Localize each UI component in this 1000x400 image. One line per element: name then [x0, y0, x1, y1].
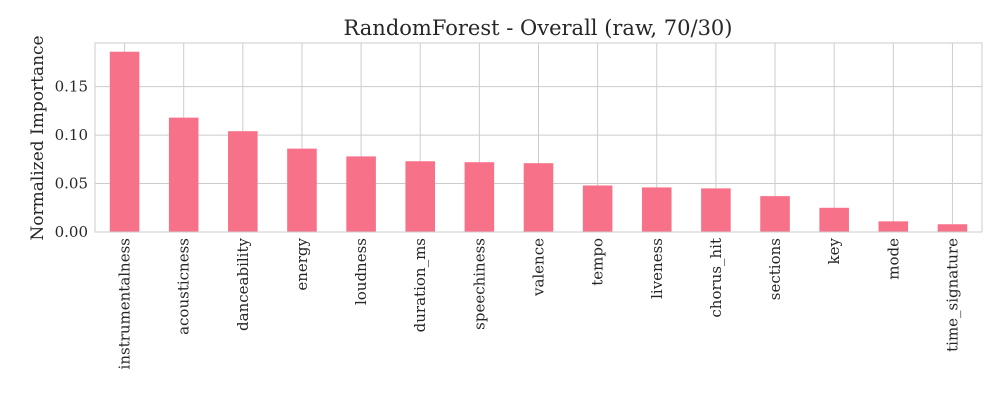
x-tick-label: energy: [293, 237, 311, 290]
bar-tempo: [582, 185, 613, 232]
x-tick-label: loudness: [352, 238, 370, 305]
x-tick-label: duration_ms: [411, 238, 429, 332]
y-axis-label: Normalized Importance: [28, 35, 48, 240]
x-tick-label: liveness: [648, 238, 666, 299]
bar-sections: [760, 196, 790, 232]
x-tick-label: tempo: [589, 238, 607, 286]
x-tick-label: speechiness: [470, 238, 488, 330]
bar-danceability: [228, 131, 258, 232]
bar-liveness: [641, 187, 672, 232]
y-tick-label: 0.10: [55, 126, 88, 144]
x-tick-label: danceability: [234, 237, 252, 330]
x-tick-label: acousticness: [175, 238, 193, 335]
x-tick-label: chorus_hit: [707, 238, 725, 318]
bar-mode: [878, 221, 909, 232]
bar-valence: [523, 163, 554, 232]
bar-acousticness: [168, 117, 199, 232]
bar-duration_ms: [405, 161, 436, 232]
x-tick-label: mode: [884, 238, 902, 280]
chart-title: RandomForest - Overall (raw, 70/30): [343, 16, 732, 40]
bar-energy: [287, 148, 317, 232]
y-ticks-layer: 0.00 0.05 0.10 0.15: [55, 78, 88, 241]
bar-instrumentalness: [109, 51, 140, 232]
x-tick-label: sections: [766, 238, 784, 300]
y-tick-label: 0.00: [55, 223, 88, 241]
x-tick-label: valence: [530, 238, 548, 297]
y-tick-label: 0.05: [55, 175, 88, 193]
x-tick-label: instrumentalness: [116, 238, 134, 369]
x-tick-label: time_signature: [943, 238, 961, 352]
bar-speechiness: [464, 162, 495, 232]
plot-frame: [94, 42, 983, 233]
x-ticks-layer: instrumentalness acousticness danceability…: [116, 237, 962, 369]
bar-time_signature: [937, 224, 968, 232]
y-tick-label: 0.15: [55, 78, 88, 96]
bar-key: [819, 207, 849, 232]
x-tick-label: key: [825, 237, 843, 264]
bar-chorus_hit: [701, 188, 731, 232]
bars-layer: [109, 51, 968, 232]
bar-loudness: [346, 156, 376, 232]
